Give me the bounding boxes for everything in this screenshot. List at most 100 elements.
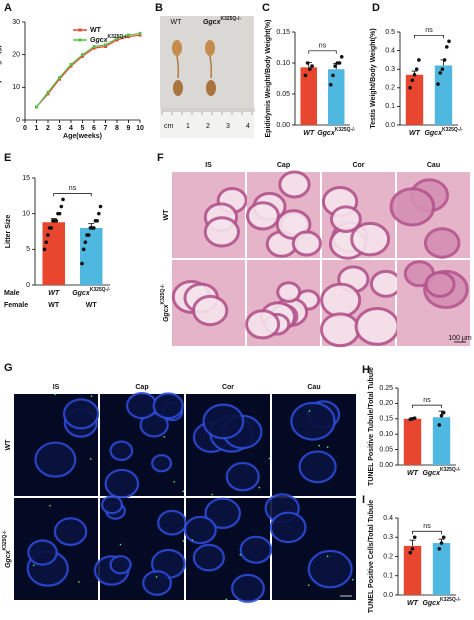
- tubule: [291, 230, 322, 257]
- panel-letter: G: [4, 362, 13, 374]
- data-point: [49, 226, 54, 230]
- scale-label: 50 μm: [336, 589, 356, 596]
- x-tick-label: 5: [81, 125, 85, 132]
- data-point: [97, 211, 101, 216]
- x-tick-label: WT: [48, 302, 60, 309]
- marker: [35, 105, 38, 109]
- tubule: [225, 461, 260, 492]
- signal: [173, 481, 175, 483]
- data-point: [442, 58, 447, 62]
- bar: [405, 74, 424, 125]
- data-point: [61, 197, 65, 202]
- row-header: WT: [5, 439, 12, 451]
- significance-label: ns: [69, 185, 77, 192]
- tubule: [246, 201, 280, 231]
- testis: [206, 80, 216, 96]
- tubule: [202, 403, 245, 440]
- column-header: Cap: [135, 384, 148, 391]
- bar: [328, 69, 345, 125]
- photo-label-sup: K325Q-/-: [220, 16, 241, 22]
- marker: [127, 33, 130, 37]
- row-header-sup: K325Q-/-: [2, 530, 8, 551]
- panel-letter: I: [362, 494, 365, 506]
- data-point: [440, 67, 445, 71]
- ruler-label: cm: [164, 123, 174, 130]
- y-tick-label: 10: [22, 211, 30, 218]
- marker: [104, 43, 107, 47]
- tubule: [151, 454, 173, 473]
- data-point: [59, 204, 64, 209]
- signal: [182, 540, 185, 542]
- signal: [258, 486, 261, 489]
- x-tick-label-base: Ggcx: [422, 470, 441, 477]
- data-point: [54, 219, 59, 223]
- significance-bracket: [414, 34, 444, 39]
- signal: [326, 555, 329, 558]
- row-header-base: Ggcx: [5, 549, 12, 568]
- data-point: [408, 86, 412, 90]
- data-point: [447, 39, 451, 44]
- signal: [78, 581, 80, 583]
- marker: [127, 35, 130, 39]
- x-tick-label: GgcxK325Q-/-: [422, 597, 460, 607]
- y-tick-label: 0: [26, 282, 30, 289]
- y-tick-label: 0.15: [276, 29, 290, 36]
- ruler-label: 4: [246, 123, 250, 130]
- tubule: [298, 450, 337, 484]
- marker: [58, 77, 61, 81]
- significance-label: ns: [423, 397, 431, 404]
- data-point: [441, 535, 446, 540]
- panel-letter: B: [155, 2, 163, 14]
- signal: [155, 576, 158, 578]
- tubule: [278, 170, 311, 199]
- data-point: [83, 240, 88, 244]
- tubule: [369, 269, 403, 298]
- panel-letter: F: [157, 152, 164, 164]
- legend-marker: [78, 38, 82, 42]
- row-header-base: Ggcx: [163, 303, 170, 322]
- tubule: [203, 216, 241, 248]
- bar: [403, 545, 422, 595]
- y-tick-label: 20: [12, 52, 20, 59]
- row-label: Male: [4, 290, 20, 297]
- x-tick-label-sup: K325Q-/-: [335, 127, 356, 133]
- tubule: [109, 440, 134, 462]
- marker: [81, 54, 84, 58]
- signal: [90, 395, 93, 397]
- data-point: [410, 78, 415, 83]
- marker: [92, 46, 96, 50]
- x-tick-label: 10: [136, 125, 144, 132]
- column-header: Cau: [427, 162, 440, 169]
- row-header: GgcxK325Q-/-: [160, 284, 170, 322]
- tubule: [142, 570, 173, 596]
- epididymis: [205, 40, 215, 56]
- x-tick-label-sup: K325Q-/-: [440, 467, 461, 473]
- significance-bracket: [308, 50, 337, 54]
- x-tick-label: GgcxK325Q-/-: [72, 287, 110, 297]
- x-tick-label: 4: [69, 125, 73, 132]
- data-point: [303, 73, 308, 78]
- x-tick-label: 9: [127, 125, 131, 132]
- x-tick-label-base: WT: [407, 470, 419, 477]
- tubule: [27, 539, 58, 566]
- data-point: [57, 211, 62, 216]
- x-tick-label-sup: K325Q-/-: [440, 597, 461, 603]
- y-tick-label: 0.1: [383, 573, 393, 580]
- tubule: [204, 497, 241, 529]
- y-tick-label: 0.2: [385, 85, 395, 92]
- row-header-sup: K325Q-/-: [160, 284, 166, 305]
- line: [36, 34, 141, 108]
- data-point: [80, 261, 84, 266]
- y-axis-label: Epididymis Weight/Body Weight(%): [265, 20, 272, 138]
- x-tick-label: 2: [46, 125, 50, 132]
- tubule: [320, 282, 362, 318]
- duct: [176, 55, 180, 79]
- tubule: [276, 281, 302, 303]
- data-point: [414, 67, 419, 71]
- tubule: [239, 535, 273, 564]
- data-point: [331, 73, 335, 78]
- significance-label: ns: [319, 43, 327, 50]
- x-tick-label: 6: [92, 125, 96, 132]
- tubule: [290, 401, 336, 441]
- legend-label: GgcxK325Q-/-: [90, 34, 128, 44]
